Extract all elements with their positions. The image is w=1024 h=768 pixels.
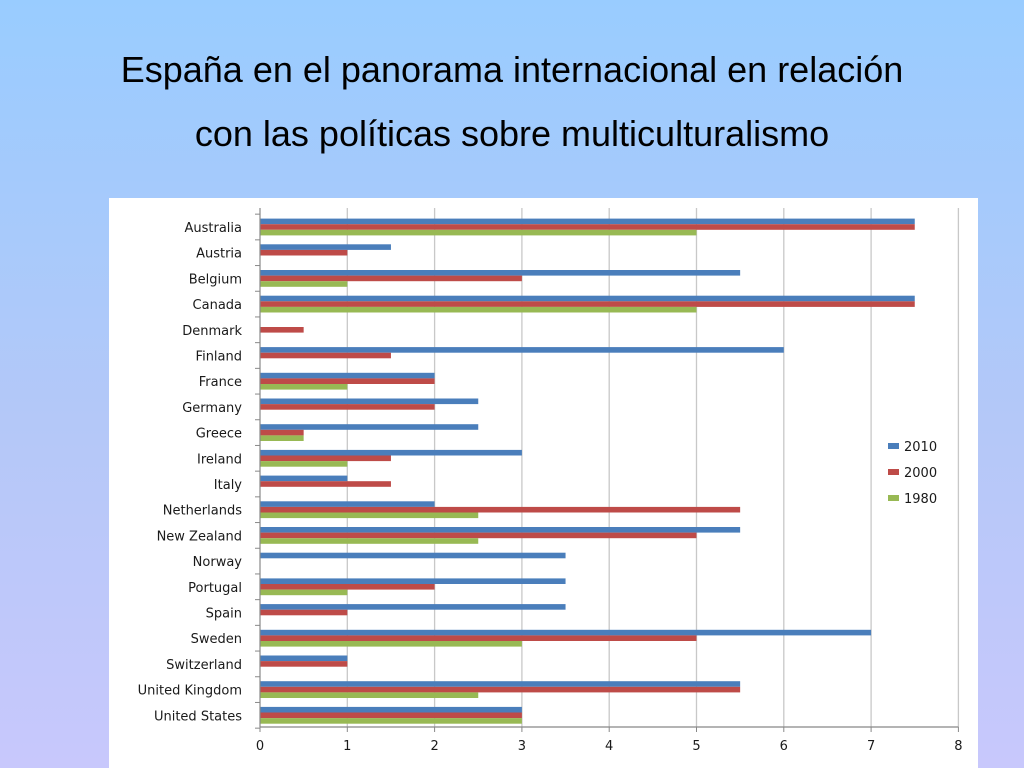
category-label-switzerland: Switzerland: [166, 658, 242, 673]
category-label-netherlands: Netherlands: [163, 504, 242, 519]
bar-new-zealand-1980: [260, 538, 479, 544]
bar-denmark-2000: [260, 327, 304, 333]
category-label-canada: Canada: [193, 298, 242, 313]
bar-switzerland-2010: [260, 655, 348, 662]
category-label-germany: Germany: [182, 401, 242, 416]
category-label-united-kingdom: United Kingdom: [138, 684, 242, 699]
bar-netherlands-1980: [260, 512, 479, 519]
category-label-greece: Greece: [196, 427, 242, 442]
bar-greece-2000: [260, 429, 304, 436]
x-tick-label-8: 8: [954, 739, 962, 754]
bar-portugal-1980: [260, 589, 348, 596]
bar-austria-2000: [260, 249, 348, 256]
bar-ireland-2010: [260, 449, 522, 456]
bar-france-2000: [260, 378, 435, 384]
category-label-spain: Spain: [206, 607, 242, 622]
bar-finland-2000: [260, 352, 391, 359]
bar-france-1980: [260, 384, 348, 390]
bar-france-2010: [260, 372, 435, 379]
bar-united-states-2000: [260, 712, 522, 719]
bar-canada-2000: [260, 301, 915, 307]
bar-belgium-1980: [260, 281, 348, 287]
bar-sweden-1980: [260, 641, 522, 647]
bar-ireland-1980: [260, 461, 348, 467]
bar-italy-2000: [260, 481, 391, 487]
bar-germany-2010: [260, 398, 479, 405]
category-label-ireland: Ireland: [197, 452, 242, 467]
bar-united-kingdom-2010: [260, 681, 741, 687]
category-label-denmark: Denmark: [182, 324, 242, 339]
bar-spain-2010: [260, 604, 566, 610]
category-label-portugal: Portugal: [188, 581, 242, 596]
bar-australia-1980: [260, 229, 697, 236]
bar-netherlands-2000: [260, 506, 741, 513]
category-label-sweden: Sweden: [191, 632, 242, 647]
bar-portugal-2000: [260, 584, 435, 590]
legend-label-2000: 2000: [904, 466, 937, 481]
category-label-france: France: [199, 375, 242, 390]
bar-germany-2000: [260, 404, 435, 410]
bar-ireland-2000: [260, 455, 391, 462]
x-tick-label-1: 1: [343, 739, 351, 754]
legend-swatch-2000: [888, 469, 899, 475]
category-label-belgium: Belgium: [189, 272, 242, 287]
category-label-italy: Italy: [214, 478, 243, 493]
category-label-australia: Australia: [184, 221, 242, 236]
bar-netherlands-2010: [260, 501, 435, 507]
bar-united-states-2010: [260, 706, 522, 713]
bar-switzerland-2000: [260, 661, 348, 667]
chart-panel: Australia Austria Belgium Canada Denmark Finl…: [109, 198, 978, 768]
bar-new-zealand-2010: [260, 527, 741, 533]
bar-canada-1980: [260, 306, 697, 313]
bar-united-kingdom-2000: [260, 686, 741, 693]
legend-label-2010: 2010: [904, 440, 937, 455]
x-tick-label-7: 7: [867, 739, 875, 754]
legend-label-1980: 1980: [904, 492, 937, 507]
x-tick-label-4: 4: [605, 739, 613, 754]
slide-title: España en el panorama internacional en r…: [40, 38, 984, 166]
bar-canada-2010: [260, 295, 915, 302]
bar-portugal-2010: [260, 578, 566, 584]
bar-australia-2000: [260, 224, 915, 230]
bar-italy-2010: [260, 475, 348, 482]
bar-belgium-2010: [260, 270, 741, 276]
x-tick-label-0: 0: [256, 739, 264, 754]
bar-austria-2010: [260, 244, 391, 250]
legend-swatch-1980: [888, 495, 899, 501]
x-tick-label-2: 2: [430, 739, 438, 754]
bar-sweden-2010: [260, 629, 872, 636]
bar-belgium-2000: [260, 275, 522, 282]
x-tick-label-5: 5: [692, 739, 700, 754]
bar-united-kingdom-1980: [260, 692, 479, 698]
bar-greece-1980: [260, 435, 304, 441]
bar-finland-2010: [260, 347, 784, 353]
bar-sweden-2000: [260, 635, 697, 641]
x-tick-label-3: 3: [518, 739, 526, 754]
category-label-united-states: United States: [154, 709, 242, 724]
category-label-finland: Finland: [196, 350, 242, 365]
bar-norway-2010: [260, 552, 566, 559]
category-label-austria: Austria: [196, 247, 242, 262]
bar-new-zealand-2000: [260, 532, 697, 539]
slide-title-line-2: con las políticas sobre multiculturalism…: [194, 113, 830, 154]
bar-australia-2010: [260, 218, 915, 225]
bar-chart: Australia Austria Belgium Canada Denmark Finl…: [138, 208, 963, 754]
bar-united-states-1980: [260, 718, 522, 724]
legend-swatch-2010: [888, 443, 899, 449]
bar-greece-2010: [260, 424, 479, 430]
bar-spain-2000: [260, 609, 348, 616]
x-tick-label-6: 6: [780, 739, 788, 754]
category-label-norway: Norway: [193, 555, 243, 570]
category-label-new-zealand: New Zealand: [157, 529, 242, 544]
slide-title-line-1: España en el panorama internacional en r…: [120, 49, 904, 90]
